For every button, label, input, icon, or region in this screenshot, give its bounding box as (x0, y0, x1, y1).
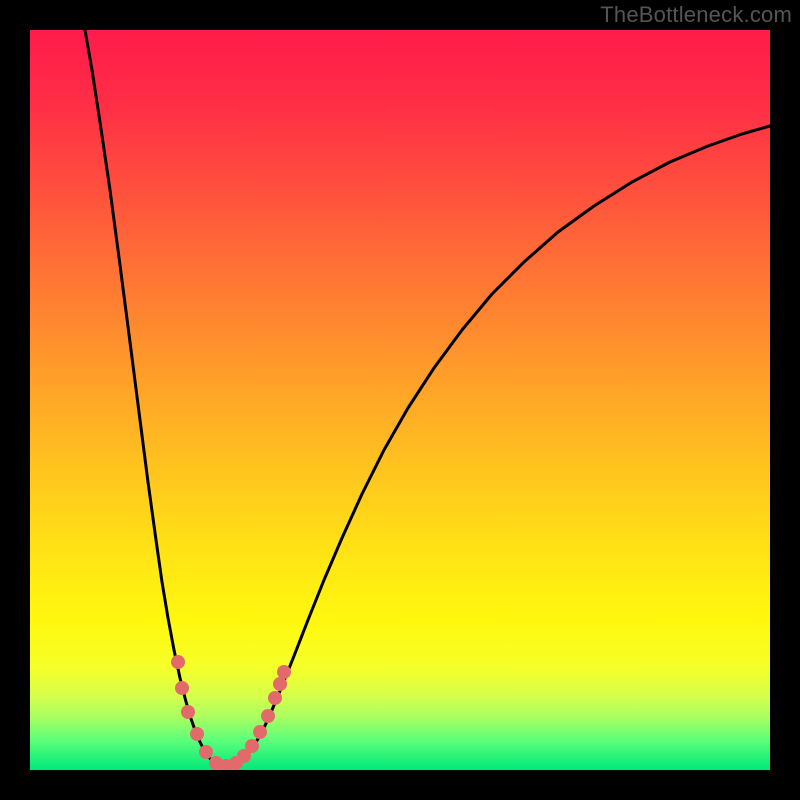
data-marker (190, 727, 204, 741)
data-marker (181, 705, 195, 719)
outer-frame: TheBottleneck.com (0, 0, 800, 800)
data-marker (175, 681, 189, 695)
data-marker (277, 665, 291, 679)
watermark-text: TheBottleneck.com (600, 2, 792, 28)
curve-layer (30, 30, 770, 770)
bottleneck-curve (85, 30, 770, 767)
data-marker (245, 739, 259, 753)
data-marker (253, 725, 267, 739)
plot-area (30, 30, 770, 770)
data-marker (268, 691, 282, 705)
data-marker (199, 745, 213, 759)
data-marker (171, 655, 185, 669)
data-marker (273, 677, 287, 691)
data-marker (261, 709, 275, 723)
